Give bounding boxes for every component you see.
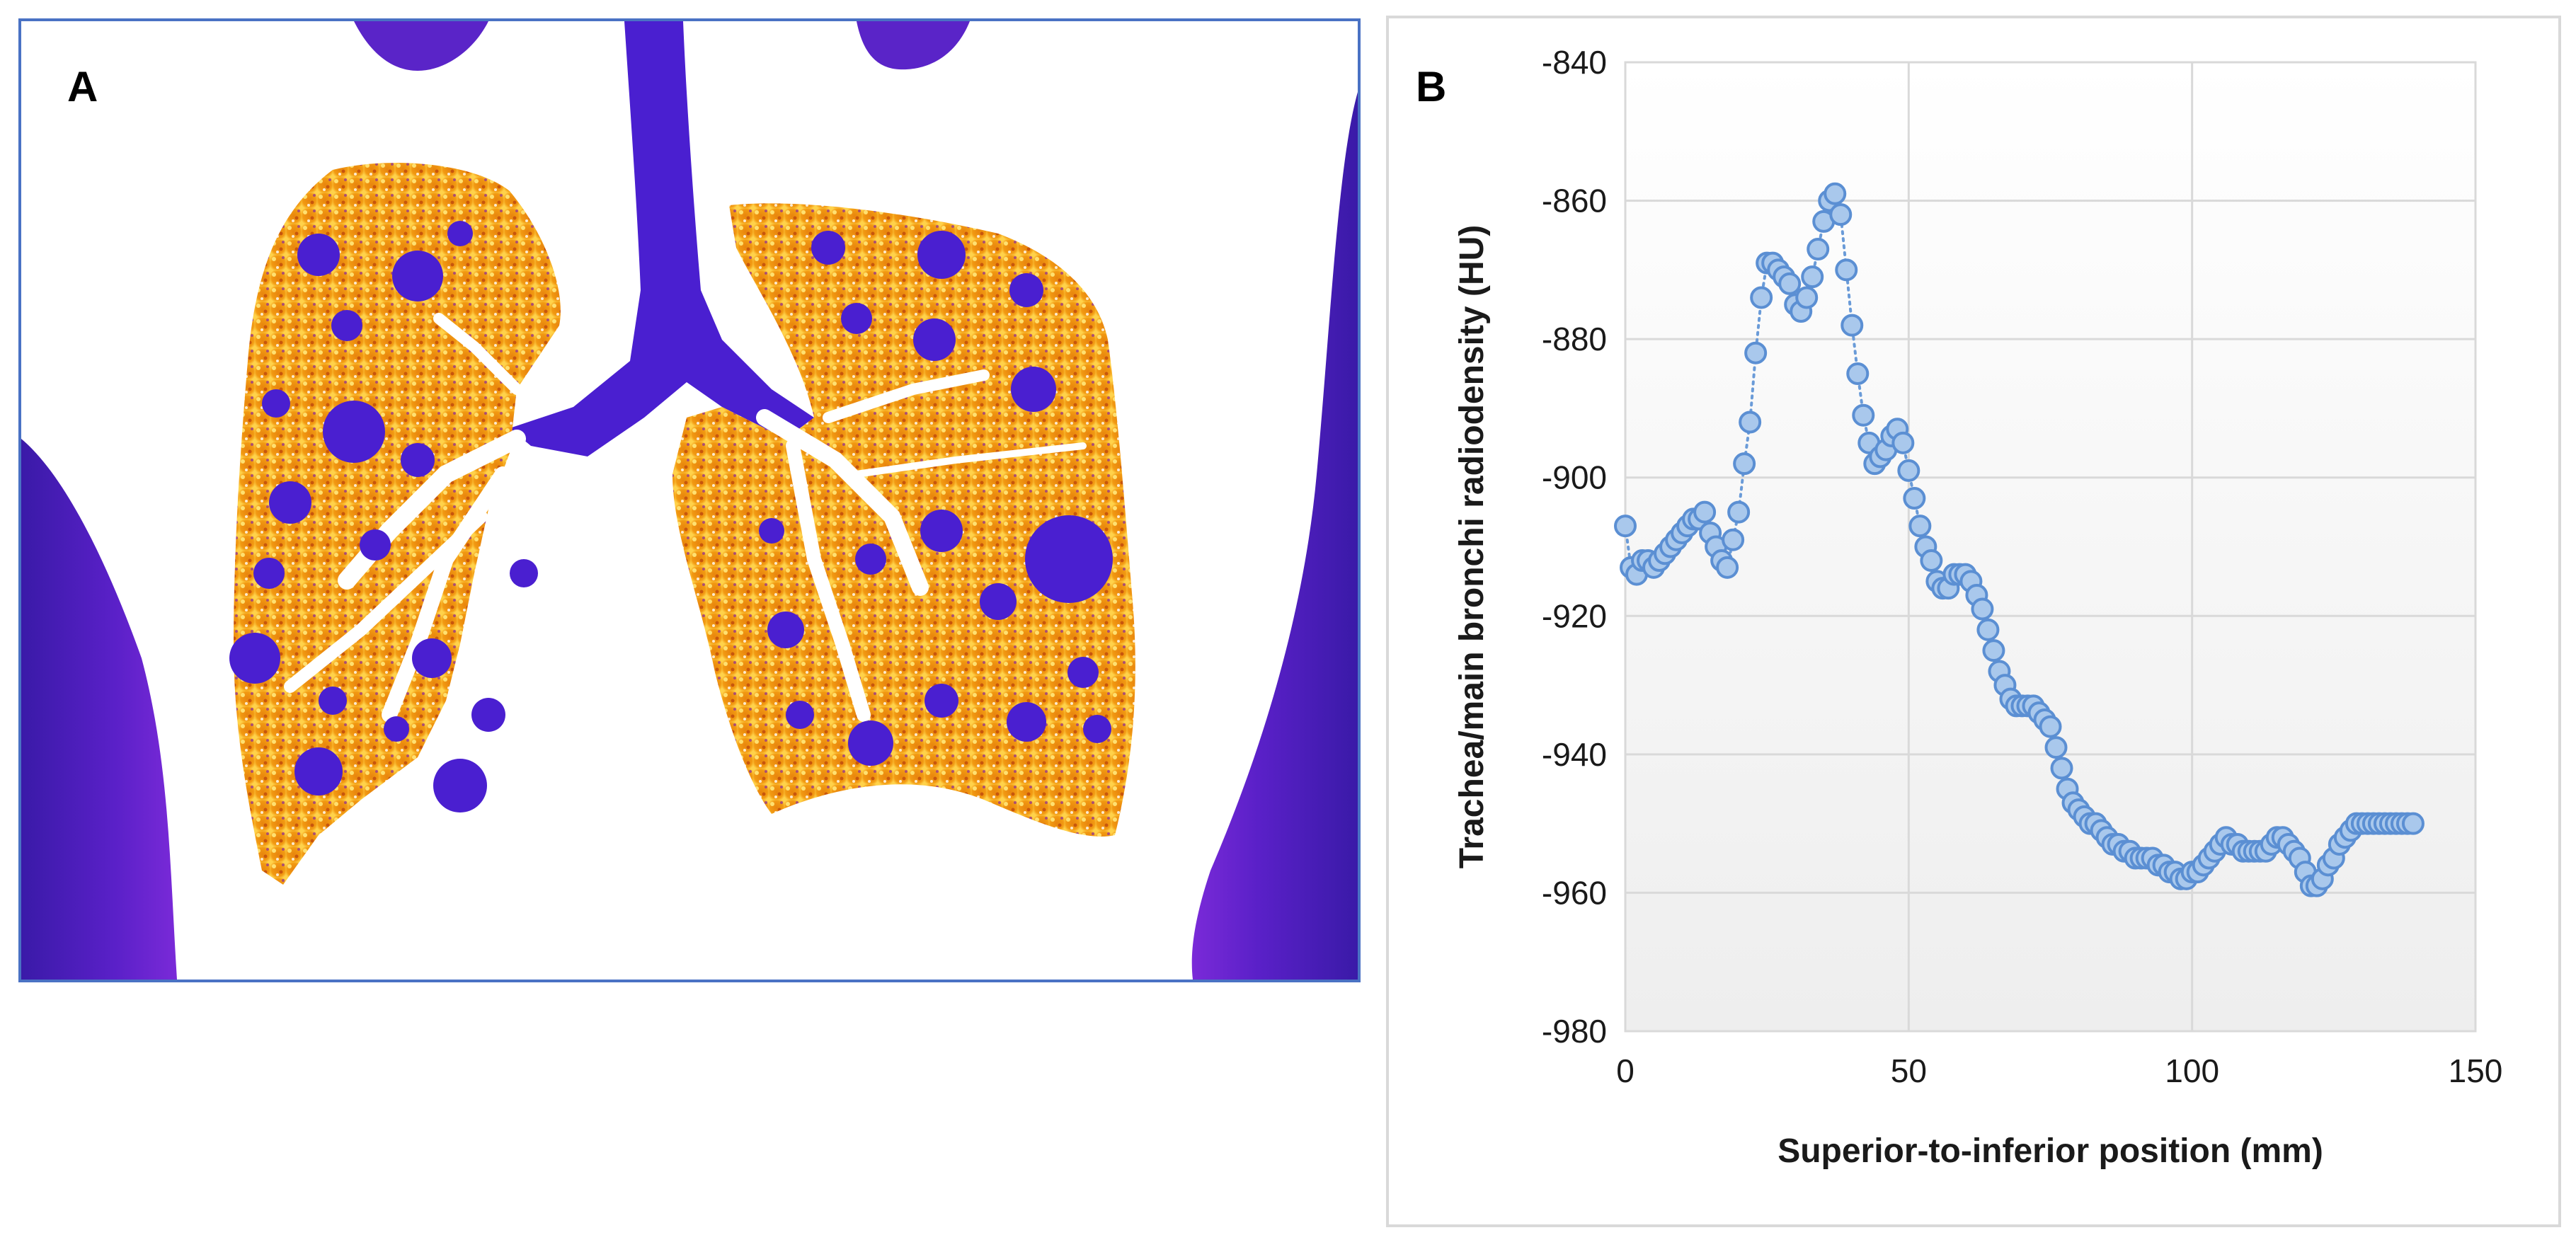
y-tick-label: -920 [1542,597,1607,634]
data-point [1716,556,1739,579]
data-point [1982,639,2005,662]
y-tick-label: -900 [1542,459,1607,496]
data-point [2044,736,2068,759]
plot-area [1624,61,2477,1033]
data-point [1846,362,1870,386]
y-tick-label: -980 [1542,1013,1607,1050]
data-point [1908,515,1932,538]
data-point [1722,528,1745,551]
panel-a-label: A [67,63,98,110]
data-point [1976,618,2000,641]
data-point [1693,500,1717,524]
panel-b-label: B [1416,63,1447,110]
x-tick-label: 100 [2165,1052,2219,1089]
y-tick-label: -840 [1542,44,1607,81]
data-point [2401,812,2425,835]
ct-coronal-image [18,18,1361,982]
y-tick-label: -860 [1542,183,1607,219]
data-point [1903,487,1926,510]
data-point [1795,286,1819,309]
data-point [1801,265,1824,289]
x-axis-title: Superior-to-inferior position (mm) [1778,1132,2323,1170]
data-point [1744,341,1768,364]
data-point [1920,549,1943,573]
data-point [1614,515,1637,538]
data-point [1739,410,1762,434]
data-point [1835,258,1858,282]
y-tick-label: -940 [1542,736,1607,773]
y-tick-label: -960 [1542,874,1607,911]
data-point [1824,182,1847,205]
data-point [1750,286,1773,309]
data-point [1778,272,1802,295]
data-point [1971,597,1994,621]
x-tick-label: 50 [1891,1052,1927,1089]
y-axis-title: Trachea/main bronchi radiodensity (HU) [1453,225,1491,869]
y-tick-label: -880 [1542,321,1607,357]
ct-image-drawing [21,21,1358,980]
data-point [1727,500,1751,524]
data-point [1891,431,1915,454]
data-point [1733,452,1756,476]
data-point [1829,203,1853,226]
data-point [1897,459,1920,482]
x-tick-label: 150 [2449,1052,2503,1089]
data-point [1852,403,1875,427]
data-point [2050,757,2073,780]
data-point [1841,314,1864,337]
x-tick-label: 0 [1616,1052,1635,1089]
data-point [2039,715,2062,738]
data-point [1807,238,1830,261]
